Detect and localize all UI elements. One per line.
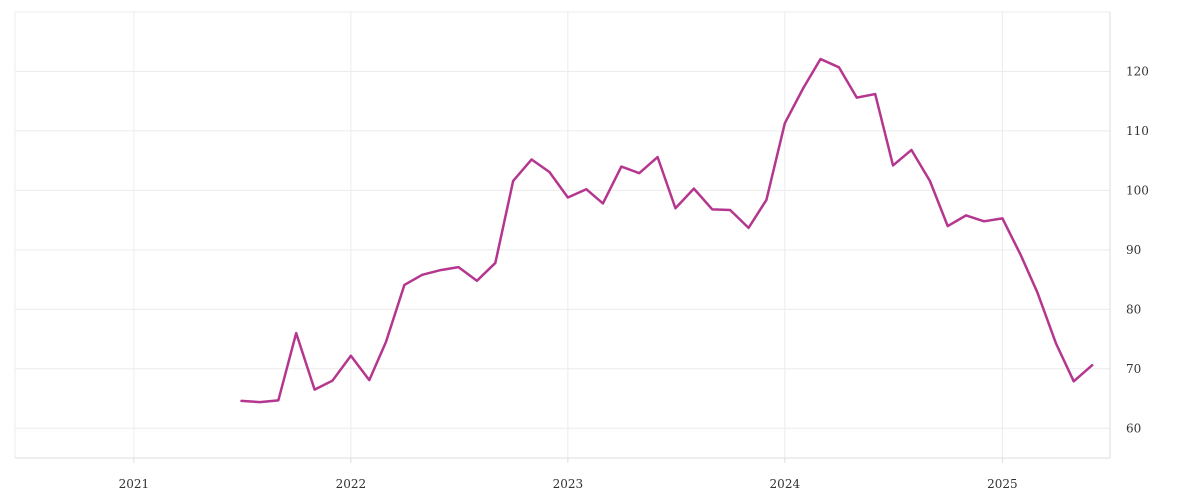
data-point[interactable] <box>401 282 407 288</box>
data-point[interactable] <box>257 399 263 405</box>
data-point[interactable] <box>293 330 299 336</box>
data-point[interactable] <box>438 267 444 273</box>
data-point[interactable] <box>618 164 624 170</box>
data-point[interactable] <box>727 207 733 213</box>
data-point[interactable] <box>366 377 372 383</box>
data-point[interactable] <box>999 215 1005 221</box>
data-point[interactable] <box>348 353 354 359</box>
data-point[interactable] <box>818 56 824 62</box>
data-point[interactable] <box>746 225 752 231</box>
y-tick-label: 80 <box>1126 302 1141 316</box>
data-point[interactable] <box>510 178 516 184</box>
data-point[interactable] <box>800 85 806 91</box>
data-point[interactable] <box>529 156 535 162</box>
data-point[interactable] <box>655 154 661 160</box>
data-point[interactable] <box>474 278 480 284</box>
data-point[interactable] <box>636 170 642 176</box>
data-point[interactable] <box>763 197 769 203</box>
data-point[interactable] <box>981 218 987 224</box>
x-tick-label: 2022 <box>336 477 367 491</box>
x-tick-label: 2025 <box>987 477 1018 491</box>
y-tick-label: 60 <box>1126 421 1141 435</box>
data-point[interactable] <box>709 206 715 212</box>
y-tick-label: 120 <box>1126 64 1149 78</box>
x-tick-label: 2024 <box>770 477 801 491</box>
data-point[interactable] <box>927 178 933 184</box>
data-point[interactable] <box>945 223 951 229</box>
y-tick-label: 100 <box>1126 183 1149 197</box>
horizontal-gridlines <box>15 11 1110 429</box>
data-point[interactable] <box>908 147 914 153</box>
y-tick-label: 110 <box>1126 124 1149 138</box>
data-point[interactable] <box>691 186 697 192</box>
data-point[interactable] <box>782 120 788 126</box>
axes <box>15 12 1111 463</box>
data-point[interactable] <box>600 200 606 206</box>
data-point[interactable] <box>854 95 860 101</box>
data-point[interactable] <box>583 186 589 192</box>
data-point[interactable] <box>312 387 318 393</box>
data-point[interactable] <box>565 195 571 201</box>
series-line <box>240 57 1094 404</box>
vertical-gridlines <box>14 12 1003 458</box>
x-tick-label: 2023 <box>553 477 584 491</box>
data-point[interactable] <box>1018 252 1024 258</box>
data-point[interactable] <box>836 64 842 70</box>
data-point[interactable] <box>546 169 552 175</box>
data-point[interactable] <box>1034 290 1040 296</box>
data-point[interactable] <box>492 260 498 266</box>
y-tick-label: 70 <box>1126 362 1141 376</box>
series-group <box>240 57 1094 404</box>
data-point[interactable] <box>890 162 896 168</box>
data-point[interactable] <box>419 272 425 278</box>
data-point[interactable] <box>383 339 389 345</box>
data-point[interactable] <box>672 205 678 211</box>
data-point[interactable] <box>872 91 878 97</box>
data-points <box>238 56 1095 405</box>
x-axis-tick-labels: 2021 2022 2023 2024 2025 <box>119 477 1018 491</box>
data-point[interactable] <box>238 398 244 404</box>
data-point[interactable] <box>1071 378 1077 384</box>
data-point[interactable] <box>455 264 461 270</box>
data-point[interactable] <box>963 212 969 218</box>
data-point[interactable] <box>275 397 281 403</box>
data-point[interactable] <box>329 378 335 384</box>
y-axis-tick-labels: 60 70 80 90 100 110 120 <box>1126 64 1149 435</box>
y-tick-label: 90 <box>1126 243 1141 257</box>
x-tick-label: 2021 <box>119 477 150 491</box>
data-point[interactable] <box>1053 340 1059 346</box>
data-point[interactable] <box>1089 362 1095 368</box>
